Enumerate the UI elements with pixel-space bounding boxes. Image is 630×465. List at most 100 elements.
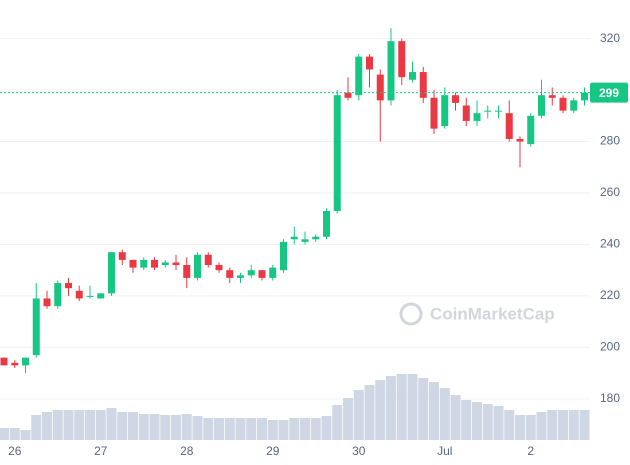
volume-bar xyxy=(63,410,74,440)
candle-body xyxy=(484,110,492,112)
candle-body xyxy=(495,110,502,112)
candle-body xyxy=(43,298,51,307)
volume-bar xyxy=(375,380,386,440)
candle-body xyxy=(333,95,341,211)
volume-bar xyxy=(450,395,461,440)
volume-bar xyxy=(117,412,128,440)
candle-body xyxy=(538,95,545,116)
candle-body xyxy=(269,267,277,278)
volume-bar xyxy=(289,418,300,440)
candle-body xyxy=(118,252,126,260)
volume-bar xyxy=(472,402,482,440)
volume-bar xyxy=(257,418,267,440)
x-tick-label: 30 xyxy=(352,444,366,458)
candle-body xyxy=(54,283,62,307)
candle-body xyxy=(387,41,395,101)
candle-body xyxy=(11,362,19,366)
candle-body xyxy=(516,138,524,142)
volume-bar xyxy=(332,405,343,440)
candle-body xyxy=(430,97,438,129)
volume-bar xyxy=(128,412,138,440)
volume-bar xyxy=(214,418,224,440)
volume-bar xyxy=(149,414,160,440)
volume-bar xyxy=(31,415,42,440)
candle-body xyxy=(22,357,29,366)
candle-body xyxy=(473,113,481,121)
candle-body xyxy=(65,283,72,289)
watermark-text: CoinMarketCap xyxy=(430,304,555,323)
candle-body xyxy=(0,357,8,366)
candle-body xyxy=(559,97,567,111)
volume-bar xyxy=(343,398,353,440)
candle-body xyxy=(527,115,535,145)
volume-bar xyxy=(160,415,171,440)
y-tick-label: 280 xyxy=(600,134,620,148)
volume-bar xyxy=(568,410,579,440)
volume-bar xyxy=(95,410,106,440)
candle-body xyxy=(204,254,212,266)
y-tick-label: 260 xyxy=(600,185,620,199)
candle-body xyxy=(280,241,287,271)
candle-body xyxy=(419,72,427,98)
volume-bar xyxy=(353,390,364,440)
candle-body xyxy=(86,295,94,297)
x-tick-label: 28 xyxy=(180,444,194,458)
volume-bar xyxy=(9,428,20,440)
volume-bar xyxy=(407,374,418,440)
volume-bar xyxy=(429,382,439,440)
volume-bar xyxy=(235,418,246,440)
y-tick-label: 220 xyxy=(600,288,620,302)
x-tick-label: 27 xyxy=(94,444,108,458)
volume-bar xyxy=(364,385,375,440)
volume-bar xyxy=(579,410,590,440)
candle-body xyxy=(441,95,449,127)
x-tick-label: 26 xyxy=(8,444,22,458)
candle-body xyxy=(505,113,513,139)
volume-bar xyxy=(138,414,149,440)
candle-body xyxy=(183,265,191,278)
volume-bar xyxy=(106,408,117,440)
volume-bar xyxy=(396,374,407,440)
y-tick-label: 320 xyxy=(600,31,620,45)
candle-body xyxy=(548,95,556,98)
volume-bar xyxy=(439,388,450,440)
volume-bar xyxy=(547,410,558,440)
candle-body xyxy=(398,41,406,78)
volume-bar xyxy=(85,410,95,440)
volume-bar xyxy=(74,410,85,440)
volume-bar xyxy=(493,406,504,440)
last-price-box xyxy=(590,82,628,103)
candle-body xyxy=(226,270,234,278)
candle-body xyxy=(312,236,320,240)
candle-body xyxy=(376,74,384,101)
y-tick-label: 240 xyxy=(600,237,620,251)
volume-bar xyxy=(558,410,568,440)
volume-bar xyxy=(482,404,493,440)
volume-bar xyxy=(42,412,52,440)
candle-body xyxy=(129,259,137,268)
volume-bar xyxy=(461,400,472,440)
volume-bar xyxy=(20,430,31,440)
candle-body xyxy=(140,259,148,268)
x-tick-label: 2 xyxy=(527,444,534,458)
volume-bar xyxy=(52,410,63,440)
volume-bar xyxy=(267,420,278,440)
candle-body xyxy=(215,265,223,271)
candle-body xyxy=(161,262,169,266)
candle-body xyxy=(462,105,470,121)
volume-bar xyxy=(321,416,332,440)
volume-bar xyxy=(386,376,396,440)
volume-bar xyxy=(0,428,9,440)
volume-bar xyxy=(192,416,203,440)
volume-bar xyxy=(224,418,235,440)
volume-bar xyxy=(300,418,310,440)
volume-bar xyxy=(310,418,321,440)
candle-body xyxy=(570,100,578,111)
candle-body xyxy=(108,252,115,294)
volume-bar xyxy=(504,410,515,440)
volume-bar xyxy=(171,415,181,440)
volume-bar xyxy=(246,418,257,440)
candle-body xyxy=(32,298,40,356)
candle-body xyxy=(344,92,352,98)
